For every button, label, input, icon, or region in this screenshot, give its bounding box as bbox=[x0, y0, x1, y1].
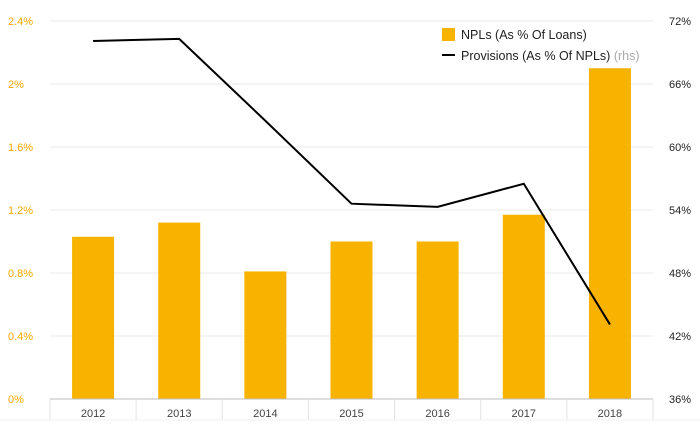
y-left-tick-label: 2% bbox=[8, 79, 24, 91]
legend-label-provisions-suffix: (rhs) bbox=[614, 49, 640, 63]
axes: 0% 0.4% 0.8% 1.2% 1.6% 2% 2.4% 36% 42% 48% 54% 60% 6… bbox=[0, 16, 700, 421]
y-left-tick-label: 2.4% bbox=[8, 16, 33, 28]
x-tick-label: 2014 bbox=[253, 408, 277, 420]
npl-bar bbox=[502, 214, 545, 399]
npl-bar bbox=[72, 236, 115, 399]
x-tick-label: 2013 bbox=[167, 408, 191, 420]
x-tick-label: 2017 bbox=[512, 408, 536, 420]
legend-label-npl: NPLs (As % Of Loans) bbox=[461, 28, 587, 42]
x-tick-label: 2012 bbox=[81, 408, 105, 420]
npl-bar bbox=[416, 241, 459, 399]
y-left-tick-label: 0% bbox=[8, 394, 24, 406]
y-right-tick-label: 60% bbox=[669, 142, 691, 154]
npl-bar bbox=[158, 222, 201, 399]
y-right-tick-label: 72% bbox=[669, 16, 691, 28]
gridlines bbox=[50, 20, 653, 337]
legend-swatch-npl bbox=[442, 28, 455, 41]
provisions-line-path bbox=[93, 37, 611, 325]
npl-bar bbox=[330, 241, 373, 399]
legend-label-provisions: Provisions (As % Of NPLs) (rhs) bbox=[461, 49, 640, 63]
y-left-tick-label: 0.4% bbox=[8, 331, 33, 343]
x-tick-label: 2016 bbox=[425, 408, 449, 420]
legend: NPLs (As % Of Loans) Provisions (As % Of … bbox=[442, 28, 640, 63]
y-right-tick-label: 54% bbox=[669, 205, 691, 217]
y-right-tick-label: 66% bbox=[669, 79, 691, 91]
y-left-tick-label: 0.8% bbox=[8, 268, 33, 280]
provisions-line bbox=[93, 37, 611, 325]
y-right-tick-label: 36% bbox=[669, 394, 691, 406]
legend-label-provisions-name: Provisions (As % Of NPLs) bbox=[461, 49, 614, 63]
y-right-tick-label: 48% bbox=[669, 268, 691, 280]
y-left-tick-label: 1.6% bbox=[8, 142, 33, 154]
x-tick-label: 2015 bbox=[339, 408, 363, 420]
y-right-tick-label: 42% bbox=[669, 331, 691, 343]
y-left-tick-label: 1.2% bbox=[8, 205, 33, 217]
x-tick-label: 2018 bbox=[598, 408, 622, 420]
npl-bars bbox=[72, 68, 631, 399]
npl-bar bbox=[244, 271, 287, 399]
npl-bar bbox=[588, 68, 631, 399]
